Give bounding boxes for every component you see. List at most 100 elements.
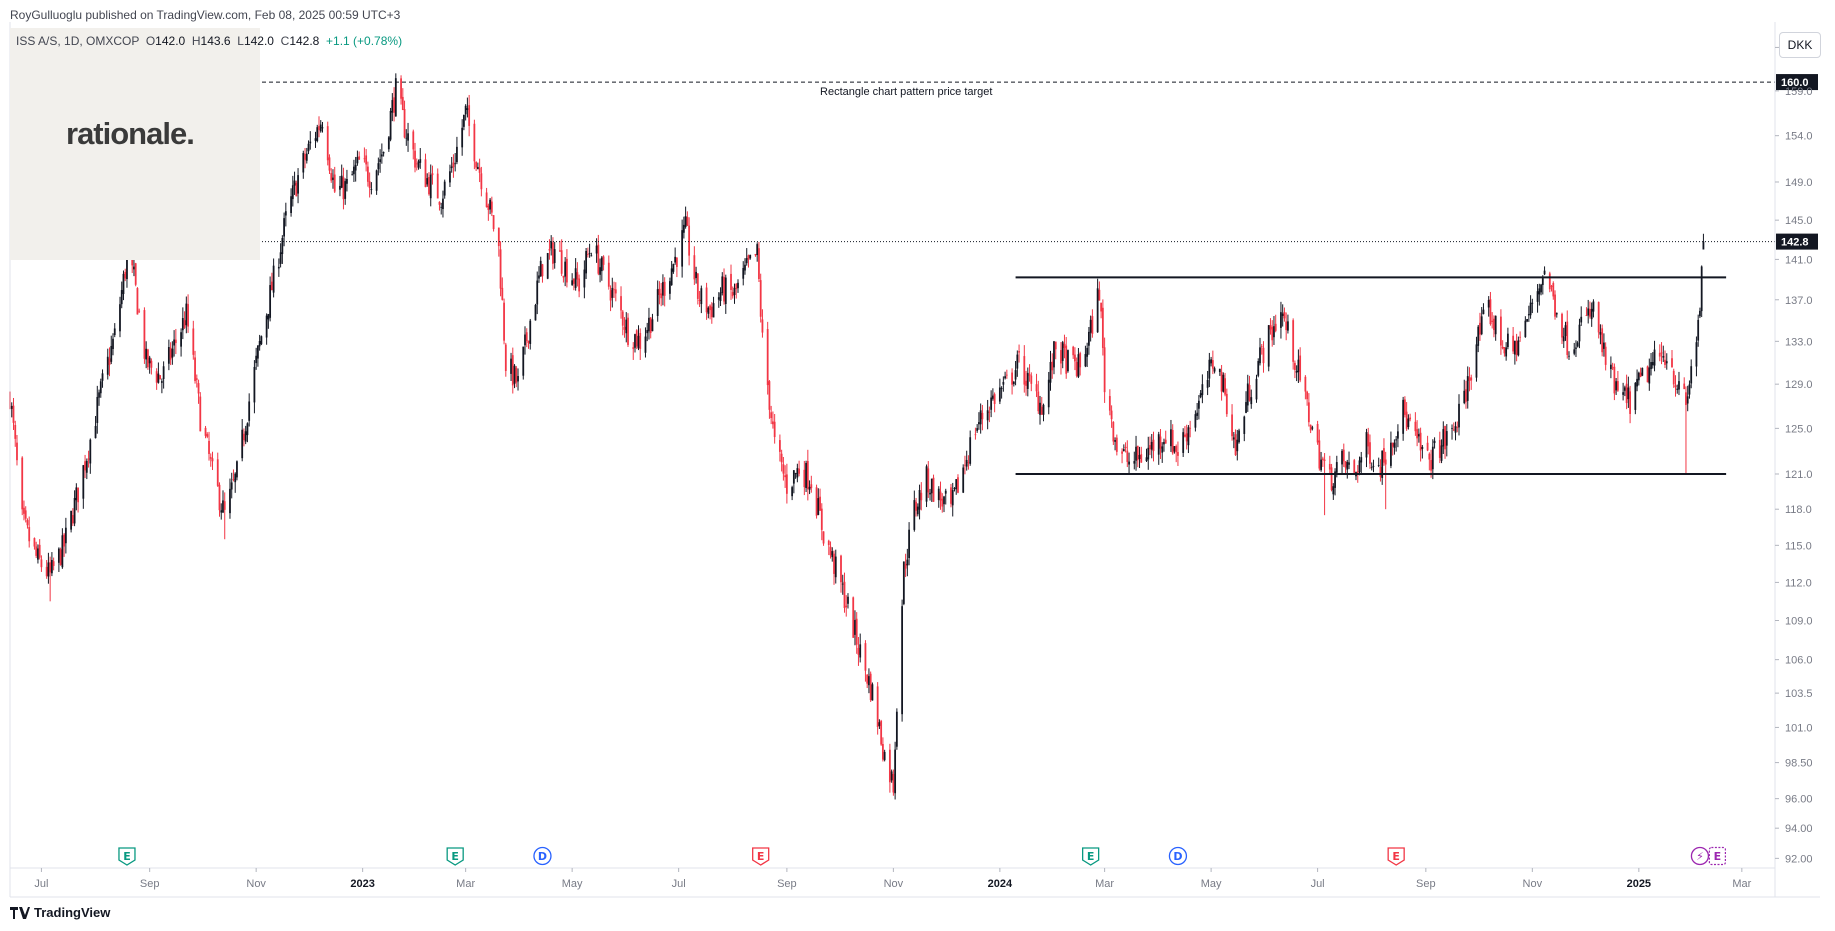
candle xyxy=(192,320,195,360)
candle-body xyxy=(297,175,299,194)
candle-body xyxy=(1067,350,1069,372)
candle xyxy=(620,286,622,319)
candle-body xyxy=(1110,410,1113,420)
candle xyxy=(1297,349,1300,383)
tradingview-logo-icon xyxy=(10,906,30,919)
candle xyxy=(429,164,432,207)
candle-body xyxy=(124,271,127,279)
candle-body xyxy=(1501,346,1504,349)
currency-button[interactable]: DKK xyxy=(1779,32,1821,58)
candle-body xyxy=(1353,460,1356,473)
candle xyxy=(675,257,678,278)
candle-body xyxy=(344,181,347,199)
candle-body xyxy=(257,345,259,359)
candle-body xyxy=(964,464,966,466)
candle xyxy=(1049,350,1052,391)
candle xyxy=(368,172,371,198)
candle xyxy=(73,490,76,527)
event-marker-earnings-green: E xyxy=(446,847,464,866)
candle-body xyxy=(272,265,275,293)
candle xyxy=(1292,318,1295,370)
candle-body xyxy=(586,254,589,255)
candle xyxy=(35,541,38,559)
candle-body xyxy=(1274,323,1277,331)
candle-body xyxy=(1028,374,1031,376)
tradingview-footer[interactable]: TradingView xyxy=(10,905,110,920)
candle xyxy=(669,277,671,300)
candle-body xyxy=(333,174,336,192)
candle-body xyxy=(1629,391,1631,414)
candle-body xyxy=(293,180,296,186)
candle xyxy=(122,270,125,301)
candle xyxy=(906,548,909,577)
candle-body xyxy=(234,473,237,483)
candle xyxy=(339,175,341,197)
candle-body xyxy=(1358,460,1361,473)
candle-body xyxy=(436,173,439,199)
candle xyxy=(990,390,993,418)
candle-body xyxy=(539,260,542,277)
candle xyxy=(1005,369,1008,379)
candle-body xyxy=(962,467,965,493)
candle xyxy=(1575,340,1577,357)
candle-body xyxy=(562,276,565,278)
candle-body xyxy=(1140,454,1143,463)
candle xyxy=(1697,314,1700,347)
candle xyxy=(1529,295,1532,319)
candle-body xyxy=(965,459,968,467)
candle xyxy=(672,263,675,274)
candle xyxy=(283,212,285,247)
candle-body xyxy=(510,358,512,374)
candle-body xyxy=(377,163,380,170)
candle-body xyxy=(1658,352,1661,357)
candle xyxy=(426,173,429,187)
candle-body xyxy=(990,397,993,410)
candle xyxy=(1555,312,1558,318)
candle-body xyxy=(761,319,764,333)
candle xyxy=(951,482,954,517)
candle xyxy=(967,455,970,470)
candle-body xyxy=(236,461,238,478)
candle-body xyxy=(1419,432,1422,451)
candle-body xyxy=(450,166,453,169)
candle-body xyxy=(1503,347,1506,354)
candle xyxy=(723,268,725,305)
candle-body xyxy=(1538,288,1541,295)
candle-body xyxy=(1005,374,1008,376)
candle-body xyxy=(126,254,128,280)
x-tick-label: Sep xyxy=(1416,878,1436,890)
candle xyxy=(1505,342,1508,361)
candle xyxy=(1225,388,1228,417)
candle-body xyxy=(1697,319,1700,341)
candle-body xyxy=(393,97,395,113)
candle xyxy=(564,257,567,287)
candle xyxy=(1383,438,1385,466)
candle xyxy=(1414,412,1417,436)
candle-body xyxy=(365,155,368,165)
candle xyxy=(1040,397,1043,415)
candle-body xyxy=(1597,302,1600,333)
candle-body xyxy=(351,174,354,176)
candle-body xyxy=(73,498,76,524)
candle-body xyxy=(749,254,752,259)
event-letter: D xyxy=(538,850,547,863)
candle-body xyxy=(218,484,221,511)
event-letter: E xyxy=(1087,850,1095,863)
candle xyxy=(684,206,687,229)
candle-body xyxy=(1671,358,1673,368)
candle xyxy=(1615,378,1618,396)
candle xyxy=(365,149,368,172)
candle-body xyxy=(651,319,654,332)
candle xyxy=(1004,371,1007,380)
candle-body xyxy=(978,422,980,425)
candle-body xyxy=(119,304,121,332)
candle xyxy=(160,378,163,394)
event-marker-earnings-red: E xyxy=(752,847,770,866)
candle xyxy=(449,164,451,188)
candle-body xyxy=(1646,366,1649,383)
candle xyxy=(810,475,813,493)
candle xyxy=(1294,360,1296,379)
candle xyxy=(585,247,588,280)
